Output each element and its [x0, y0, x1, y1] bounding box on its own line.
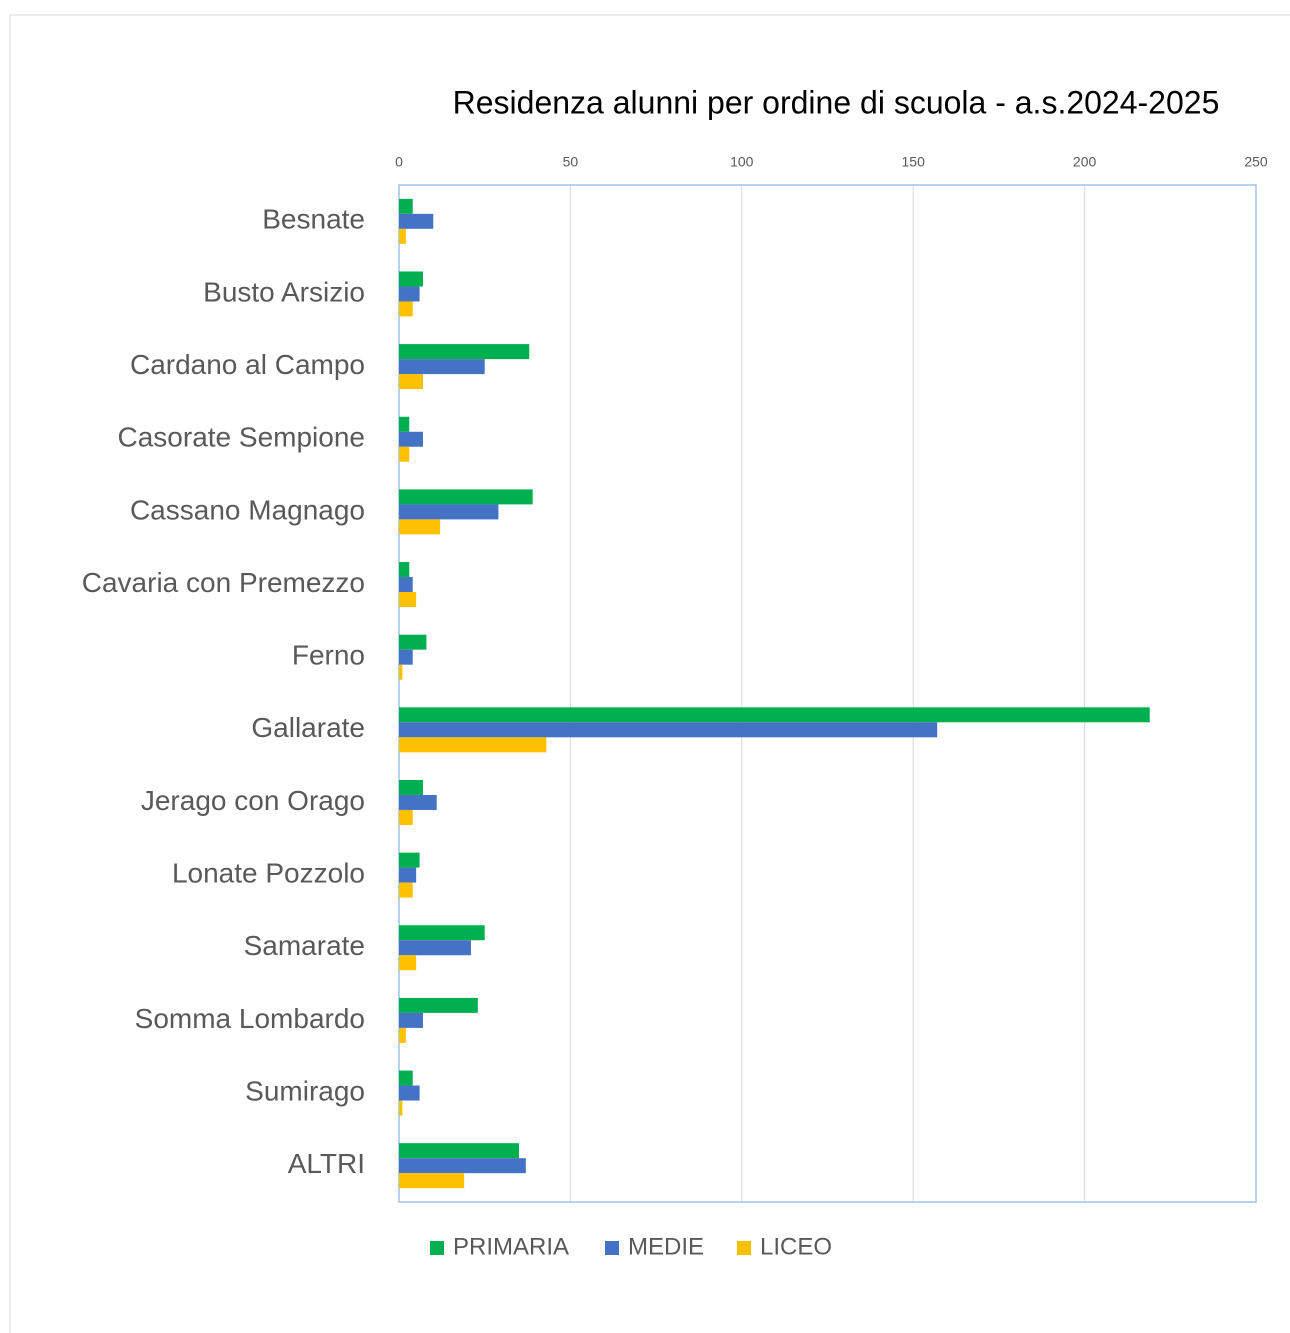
- bar: [399, 1100, 403, 1116]
- bar: [399, 286, 420, 302]
- bar: [399, 198, 413, 214]
- bar: [399, 519, 441, 535]
- y-tick-label: Jerago con Orago: [141, 785, 365, 816]
- bar: [399, 997, 478, 1013]
- bar: [399, 1158, 526, 1174]
- y-tick-label: Cardano al Campo: [130, 349, 365, 380]
- bar: [399, 925, 485, 941]
- bar: [399, 562, 410, 578]
- bar: [399, 707, 1150, 723]
- chart-title: Residenza alunni per ordine di scuola - …: [453, 84, 1220, 120]
- bar: [399, 504, 499, 520]
- plot-border: [398, 184, 1257, 1203]
- y-tick-label: ALTRI: [288, 1148, 365, 1179]
- bar: [399, 1027, 406, 1043]
- y-tick-label: Samarate: [244, 930, 365, 961]
- y-tick-label: Besnate: [262, 204, 365, 235]
- bar: [399, 374, 423, 390]
- bar: [399, 213, 434, 229]
- bar: [399, 1070, 413, 1086]
- bar: [399, 1143, 519, 1159]
- bar: [399, 649, 413, 665]
- bar: [399, 1012, 423, 1028]
- bar: [399, 228, 406, 244]
- x-tick-label: 100: [730, 154, 754, 170]
- bar: [399, 722, 938, 738]
- bar: [399, 809, 413, 825]
- bar: [399, 1173, 465, 1189]
- bar: [399, 634, 427, 650]
- bar: [399, 271, 423, 287]
- bar: [399, 867, 417, 883]
- bar: [399, 359, 485, 375]
- bar: [399, 882, 413, 898]
- bar: [399, 779, 423, 795]
- bar: [399, 577, 413, 593]
- legend-swatch: [605, 1241, 619, 1255]
- bar: [399, 940, 471, 956]
- x-tick-label: 250: [1244, 154, 1268, 170]
- y-tick-label: Busto Arsizio: [203, 276, 365, 307]
- legend-label: PRIMARIA: [453, 1233, 569, 1260]
- bar: [399, 794, 437, 810]
- bar: [399, 955, 417, 971]
- y-tick-label: Gallarate: [251, 712, 365, 743]
- bar: [399, 431, 423, 447]
- y-tick-label: Ferno: [292, 640, 365, 671]
- legend-swatch: [430, 1241, 444, 1255]
- legend-swatch: [737, 1241, 751, 1255]
- y-tick-label: Cavaria con Premezzo: [82, 567, 365, 598]
- x-tick-label: 50: [563, 154, 579, 170]
- bar: [399, 737, 547, 753]
- bar: [399, 592, 417, 608]
- bar: [399, 852, 420, 868]
- y-tick-label: Lonate Pozzolo: [172, 857, 365, 888]
- bar: [399, 446, 410, 462]
- legend-label: LICEO: [760, 1233, 832, 1260]
- bar: [399, 301, 413, 317]
- bar: [399, 664, 403, 680]
- x-tick-label: 200: [1073, 154, 1097, 170]
- bar: [399, 1085, 420, 1101]
- legend-label: MEDIE: [628, 1233, 704, 1260]
- x-tick-label: 0: [395, 154, 403, 170]
- x-tick-label: 150: [902, 154, 926, 170]
- y-tick-label: Cassano Magnago: [130, 494, 365, 525]
- y-tick-label: Somma Lombardo: [135, 1003, 365, 1034]
- bar: [399, 344, 530, 360]
- y-tick-label: Sumirago: [245, 1075, 365, 1106]
- bar: [399, 489, 533, 505]
- bar: [399, 416, 410, 432]
- y-tick-label: Casorate Sempione: [118, 422, 365, 453]
- chart-frame: [9, 14, 1290, 1333]
